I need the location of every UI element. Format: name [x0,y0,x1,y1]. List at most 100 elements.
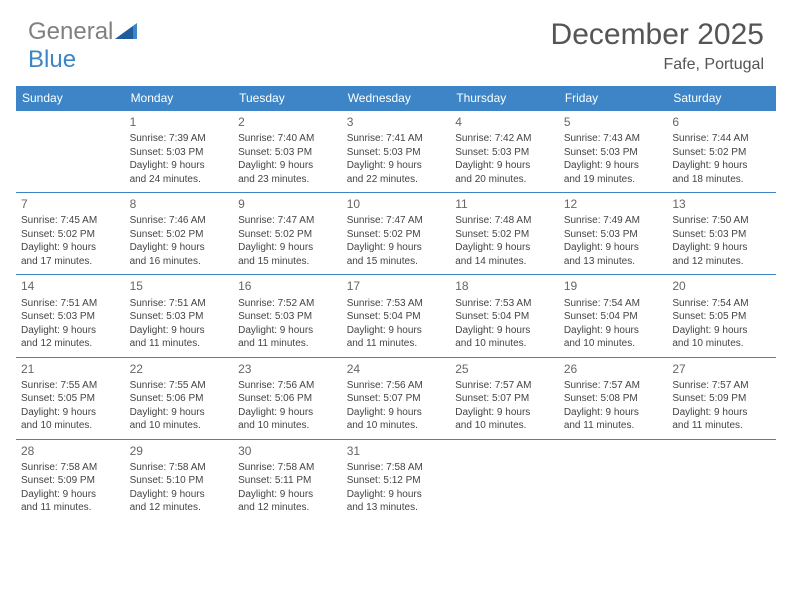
calendar-day-cell: 2Sunrise: 7:40 AMSunset: 5:03 PMDaylight… [233,111,342,193]
sunrise-text: Sunrise: 7:44 AM [672,132,771,146]
sunrise-text: Sunrise: 7:45 AM [21,214,120,228]
sunrise-text: Sunrise: 7:51 AM [21,297,120,311]
calendar-day-cell: 11Sunrise: 7:48 AMSunset: 5:02 PMDayligh… [450,193,559,275]
daylight-text: Daylight: 9 hours [238,241,337,255]
day-number: 26 [564,361,663,377]
daylight-text: and 13 minutes. [564,255,663,269]
calendar-day-cell: 19Sunrise: 7:54 AMSunset: 5:04 PMDayligh… [559,275,668,357]
location-label: Fafe, Portugal [551,56,764,74]
daylight-text: and 15 minutes. [347,255,446,269]
sunset-text: Sunset: 5:05 PM [672,310,771,324]
daylight-text: and 11 minutes. [672,419,771,433]
day-number: 18 [455,278,554,294]
daylight-text: and 19 minutes. [564,173,663,187]
calendar-day-cell: 31Sunrise: 7:58 AMSunset: 5:12 PMDayligh… [342,439,451,521]
day-number: 20 [672,278,771,294]
sunrise-text: Sunrise: 7:58 AM [347,461,446,475]
daylight-text: Daylight: 9 hours [455,324,554,338]
daylight-text: Daylight: 9 hours [347,488,446,502]
day-number: 14 [21,278,120,294]
daylight-text: Daylight: 9 hours [130,324,229,338]
page-title: December 2025 [551,18,764,52]
daylight-text: and 10 minutes. [564,337,663,351]
logo-text-gray: General [28,18,113,46]
daylight-text: Daylight: 9 hours [564,324,663,338]
daylight-text: and 11 minutes. [238,337,337,351]
sunrise-text: Sunrise: 7:46 AM [130,214,229,228]
sunrise-text: Sunrise: 7:43 AM [564,132,663,146]
daylight-text: Daylight: 9 hours [455,159,554,173]
day-number: 19 [564,278,663,294]
sunset-text: Sunset: 5:09 PM [21,474,120,488]
daylight-text: Daylight: 9 hours [130,406,229,420]
daylight-text: and 11 minutes. [130,337,229,351]
daylight-text: and 14 minutes. [455,255,554,269]
daylight-text: Daylight: 9 hours [21,406,120,420]
calendar-empty-cell [559,439,668,521]
sunset-text: Sunset: 5:03 PM [455,146,554,160]
daylight-text: Daylight: 9 hours [130,241,229,255]
daylight-text: Daylight: 9 hours [564,241,663,255]
calendar-week-row: 14Sunrise: 7:51 AMSunset: 5:03 PMDayligh… [16,275,776,357]
sunset-text: Sunset: 5:02 PM [455,228,554,242]
day-number: 15 [130,278,229,294]
daylight-text: Daylight: 9 hours [455,406,554,420]
sunrise-text: Sunrise: 7:42 AM [455,132,554,146]
day-number: 29 [130,443,229,459]
sunrise-text: Sunrise: 7:58 AM [21,461,120,475]
day-number: 3 [347,114,446,130]
daylight-text: and 22 minutes. [347,173,446,187]
day-number: 22 [130,361,229,377]
sunset-text: Sunset: 5:10 PM [130,474,229,488]
daylight-text: and 15 minutes. [238,255,337,269]
daylight-text: and 10 minutes. [672,337,771,351]
calendar-empty-cell [450,439,559,521]
daylight-text: and 11 minutes. [21,501,120,515]
sunrise-text: Sunrise: 7:58 AM [238,461,337,475]
day-number: 5 [564,114,663,130]
daylight-text: Daylight: 9 hours [238,488,337,502]
day-number: 11 [455,196,554,212]
daylight-text: and 10 minutes. [455,419,554,433]
day-header: Saturday [667,86,776,111]
sunset-text: Sunset: 5:03 PM [21,310,120,324]
daylight-text: Daylight: 9 hours [21,324,120,338]
day-header: Monday [125,86,234,111]
sunrise-text: Sunrise: 7:56 AM [238,379,337,393]
logo: General [28,18,137,46]
daylight-text: and 12 minutes. [238,501,337,515]
daylight-text: Daylight: 9 hours [455,241,554,255]
sunset-text: Sunset: 5:03 PM [564,228,663,242]
daylight-text: and 16 minutes. [130,255,229,269]
day-number: 4 [455,114,554,130]
sunrise-text: Sunrise: 7:53 AM [347,297,446,311]
daylight-text: and 18 minutes. [672,173,771,187]
calendar-day-cell: 14 Sunrise: 7:51 AMSunset: 5:03 PMDayligh… [16,275,125,357]
calendar-day-cell: 20Sunrise: 7:54 AMSunset: 5:05 PMDayligh… [667,275,776,357]
calendar-day-cell: 6Sunrise: 7:44 AMSunset: 5:02 PMDaylight… [667,111,776,193]
sunrise-text: Sunrise: 7:50 AM [672,214,771,228]
day-number: 8 [130,196,229,212]
logo-triangle-icon [115,21,137,39]
daylight-text: Daylight: 9 hours [672,159,771,173]
sunset-text: Sunset: 5:11 PM [238,474,337,488]
sunset-text: Sunset: 5:03 PM [238,146,337,160]
daylight-text: and 11 minutes. [564,419,663,433]
logo-text-blue: Blue [28,46,76,74]
calendar-day-cell: 3Sunrise: 7:41 AMSunset: 5:03 PMDaylight… [342,111,451,193]
daylight-text: Daylight: 9 hours [347,406,446,420]
day-number: 30 [238,443,337,459]
daylight-text: Daylight: 9 hours [238,324,337,338]
daylight-text: Daylight: 9 hours [347,324,446,338]
sunset-text: Sunset: 5:03 PM [130,310,229,324]
sunrise-text: Sunrise: 7:58 AM [130,461,229,475]
day-header: Friday [559,86,668,111]
calendar-day-cell: 29Sunrise: 7:58 AMSunset: 5:10 PMDayligh… [125,439,234,521]
sunset-text: Sunset: 5:03 PM [564,146,663,160]
day-header: Wednesday [342,86,451,111]
daylight-text: Daylight: 9 hours [672,406,771,420]
sunrise-text: Sunrise: 7:39 AM [130,132,229,146]
calendar-day-cell: 1Sunrise: 7:39 AMSunset: 5:03 PMDaylight… [125,111,234,193]
daylight-text: Daylight: 9 hours [347,159,446,173]
calendar-day-cell: 5Sunrise: 7:43 AMSunset: 5:03 PMDaylight… [559,111,668,193]
